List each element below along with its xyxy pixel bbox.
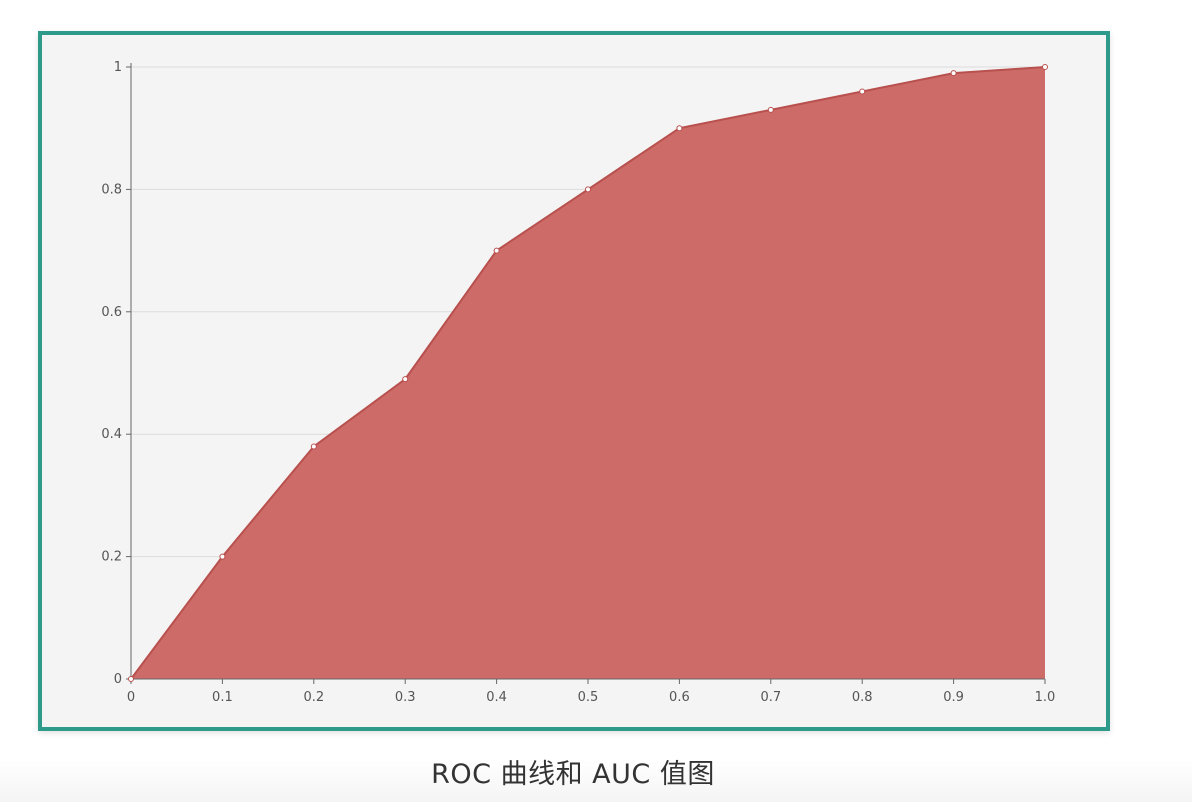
y-tick-label-0: 0 [114,672,122,687]
data-points [128,64,1048,682]
data-point-5 [585,186,591,193]
data-point-3 [402,376,409,383]
x-tick-label-2: 0.2 [303,690,324,705]
x-tick-label-3: 0.3 [395,690,416,705]
x-tick-label-7: 0.7 [760,690,781,705]
data-point-7 [767,106,774,113]
data-point-0 [128,676,134,682]
x-tick-label-9: 0.9 [943,690,964,705]
data-point-10 [1042,64,1048,70]
data-point-6 [676,125,683,132]
chart-caption: ROC 曲线和 AUC 值图 [431,759,715,790]
data-point-1 [219,553,226,560]
y-tick-label-3: 0.6 [101,305,122,320]
roc-chart: 0 0.1 0.2 0.3 0.4 0.5 0.6 0.7 0.8 0.9 1.0 00.20.40… [101,60,1055,705]
x-tick-labels: 0 0.1 0.2 0.3 0.4 0.5 0.6 0.7 0.8 0.9 1.0 [127,690,1055,705]
data-point-4 [493,247,500,254]
x-tick-label-0: 0 [127,690,135,705]
data-point-9 [950,70,957,77]
y-tick-labels: 0 0.2 0.4 0.6 0.8 1 [101,60,122,687]
axes [126,63,1046,684]
data-point-8 [859,88,866,95]
x-tick-label-6: 0.6 [669,690,690,705]
data-point-2 [310,443,317,450]
y-tick-label-4: 0.8 [101,182,122,197]
x-tick-label-8: 0.8 [852,690,873,705]
roc-area [131,67,1045,679]
y-tick-label-5: 1 [114,60,122,75]
x-tick-label-1: 0.1 [212,690,233,705]
y-tick-label-2: 0.4 [101,427,122,442]
area-layer [130,66,1046,680]
y-tick-label-1: 0.2 [101,550,122,565]
chart-frame: 0 0.1 0.2 0.3 0.4 0.5 0.6 0.7 0.8 0.9 1.0 0 0.2 0.4 0… [38,31,1110,731]
x-tick-label-4: 0.4 [486,690,507,705]
x-tick-label-5: 0.5 [578,690,599,705]
x-tick-label-10: 1.0 [1035,690,1056,705]
